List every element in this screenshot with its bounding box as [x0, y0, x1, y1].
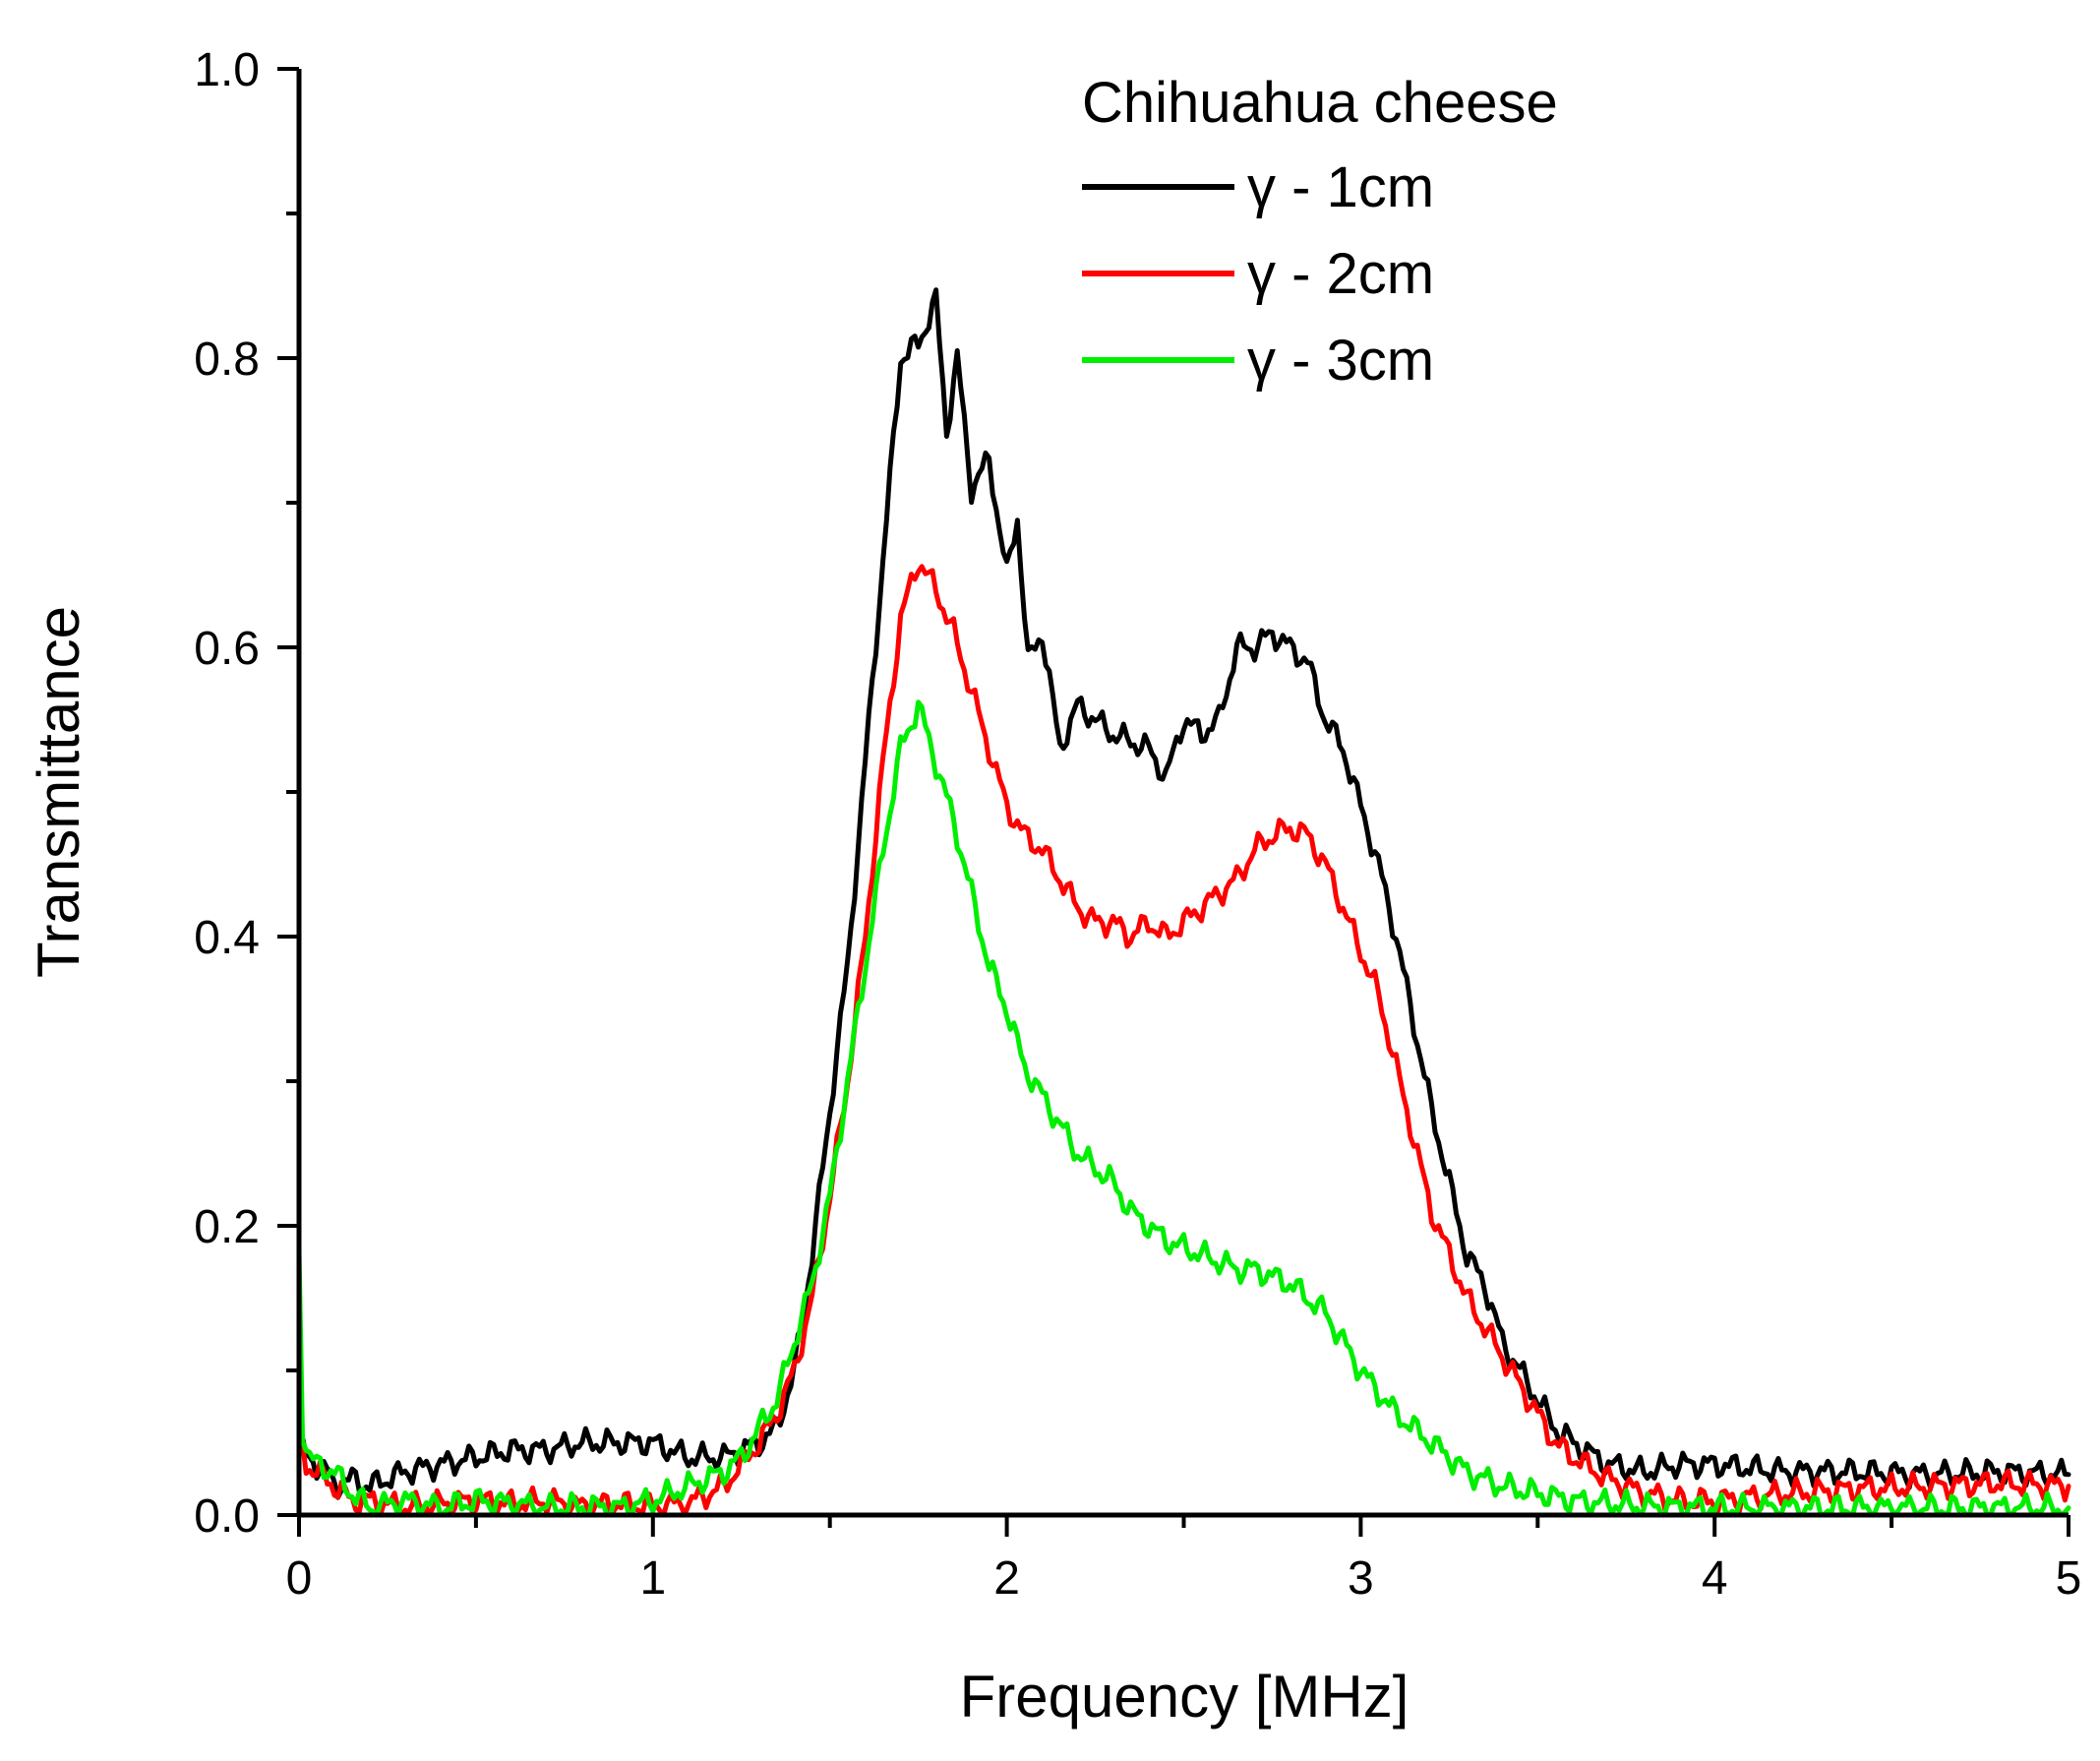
x-tick-labels: 0 1 2 3 4 5	[286, 1552, 2082, 1605]
y-tick-label-0: 0.0	[194, 1490, 260, 1543]
x-tick-label-4: 4	[1702, 1552, 1728, 1605]
legend-label-2cm: γ - 2cm	[1247, 242, 1434, 306]
x-tick-label-3: 3	[1348, 1552, 1374, 1605]
y-tick-label-5: 1.0	[194, 44, 260, 96]
x-tick-label-5: 5	[2056, 1552, 2082, 1605]
series-line-1	[296, 564, 2071, 1518]
x-tick-label-2: 2	[993, 1552, 1020, 1605]
ticks-group	[277, 67, 2070, 1537]
plot-series-group	[296, 287, 2071, 1518]
legend: Chihuahua cheese γ - 1cm γ - 2cm γ - 3cm	[1082, 71, 1558, 393]
y-tick-label-3: 0.6	[194, 623, 260, 675]
y-tick-label-4: 0.8	[194, 334, 260, 386]
axes-group	[296, 69, 2069, 1518]
x-tick-label-1: 1	[639, 1552, 666, 1605]
y-tick-label-1: 0.2	[194, 1201, 260, 1253]
y-tick-labels: 0.0 0.2 0.4 0.6 0.8 1.0	[194, 44, 260, 1543]
legend-label-1cm: γ - 1cm	[1247, 155, 1434, 219]
series-line-0	[296, 287, 2071, 1500]
legend-title: Chihuahua cheese	[1082, 71, 1558, 135]
legend-label-3cm: γ - 3cm	[1247, 329, 1434, 393]
x-axis-title: Frequency [MHz]	[960, 1664, 1410, 1730]
series-line-2	[296, 699, 2071, 1518]
y-tick-label-2: 0.4	[194, 912, 260, 964]
x-tick-label-0: 0	[286, 1552, 313, 1605]
y-axis-title: Transmittance	[26, 606, 91, 978]
